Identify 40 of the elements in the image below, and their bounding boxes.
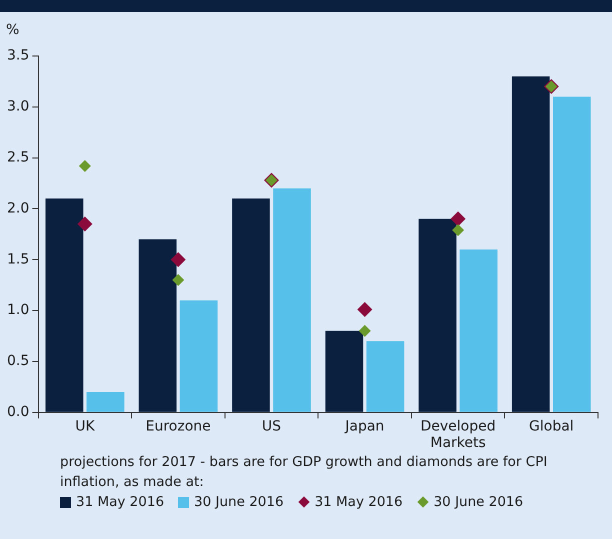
bar	[273, 188, 311, 412]
point	[77, 216, 92, 232]
bar	[325, 330, 364, 412]
legend-label: 31 May 2016	[76, 493, 164, 512]
y-tick-label: 0.5	[7, 353, 30, 370]
y-tick-label: 3.5	[7, 48, 30, 64]
x-tick-label: Developed Markets	[420, 418, 496, 452]
bar	[138, 239, 177, 412]
bar	[86, 392, 124, 412]
bar	[366, 341, 404, 412]
point	[357, 302, 372, 318]
point	[452, 224, 464, 236]
legend-label: 30 June 2016	[194, 493, 284, 512]
bar	[418, 218, 456, 412]
bar	[180, 300, 218, 412]
bar	[460, 249, 498, 412]
y-tick-label: 0.0	[7, 404, 30, 420]
bar	[512, 76, 550, 412]
y-axis-title: %	[6, 22, 20, 38]
y-tick-label: 2.5	[7, 149, 30, 166]
y-tick-label: 1.5	[7, 251, 30, 268]
x-tick-label: UK	[75, 418, 96, 434]
x-tick-label: US	[262, 418, 282, 434]
point	[78, 160, 91, 172]
legend-label: 30 June 2016	[434, 493, 524, 512]
x-tick-label: Global	[529, 418, 574, 434]
point	[170, 252, 186, 268]
point	[358, 324, 371, 337]
text: projections for 2017 - bars are for GDP growth and diamonds are for CPI inflation, as made at:	[60, 453, 548, 492]
bar	[46, 198, 84, 412]
y-tick-label: 1.0	[7, 302, 30, 318]
y-tick-label: 2.0	[7, 200, 30, 216]
bar	[232, 198, 270, 412]
x-tick-label: Japan	[344, 418, 384, 434]
x-tick-label: Eurozone	[146, 418, 211, 434]
point	[172, 274, 184, 286]
legend-label: 31 May 2016	[314, 493, 403, 512]
y-tick-label: 3.0	[7, 98, 30, 115]
point	[450, 211, 466, 226]
bar	[552, 96, 591, 412]
